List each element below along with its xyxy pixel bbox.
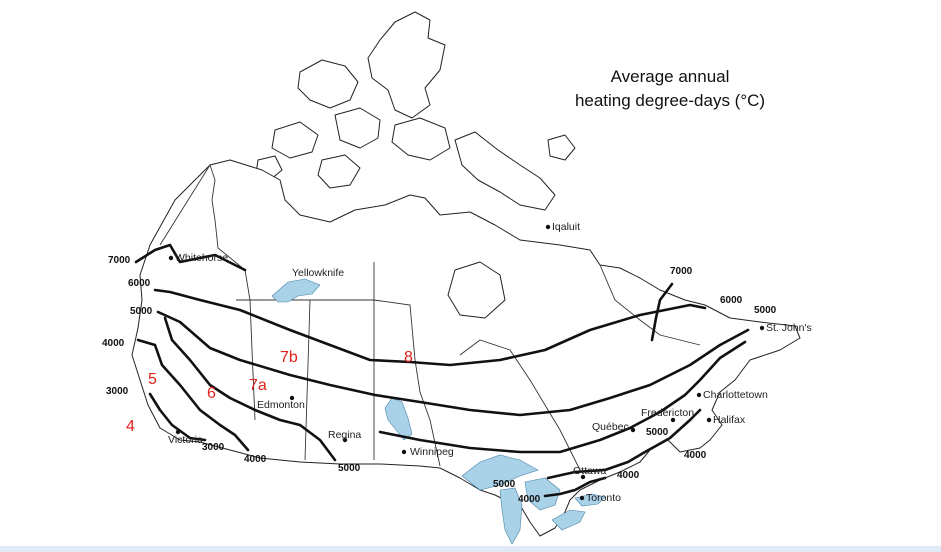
- isoline-label-4000-ottawa: 4000: [617, 470, 640, 481]
- isoline-label-3000-south: 3000: [202, 442, 225, 453]
- city-label-charlottetown: Charlottetown: [703, 389, 768, 401]
- isoline-7000-west: [134, 243, 247, 272]
- lake-erie: [551, 509, 586, 531]
- bottom-strip: [0, 546, 941, 552]
- isolines: [134, 243, 750, 498]
- isoline-label-4000-west: 4000: [102, 338, 125, 349]
- city-label-ottawa: Ottawa: [573, 465, 606, 477]
- isoline-label-7000-west: 7000: [108, 255, 131, 266]
- city-dot-whitehorse: [168, 255, 174, 261]
- city-label-st-johns: St. John's: [766, 322, 812, 334]
- isoline-4000-great-lakes: [543, 476, 607, 498]
- arctic-archipelago: [255, 11, 576, 211]
- city-label-winnipeg: Winnipeg: [410, 446, 454, 458]
- city-dot-st-johns: [759, 325, 765, 331]
- isoline-5000-south: [163, 316, 337, 462]
- water-bodies: [271, 278, 606, 545]
- isoline-4000-west: [136, 338, 250, 452]
- isoline-label-5000-west: 5000: [130, 306, 153, 317]
- isoline-label-5000-east: 5000: [754, 305, 777, 316]
- isoline-label-4000-south: 4000: [244, 454, 267, 465]
- city-dot-victoria: [175, 429, 181, 435]
- city-label-quebec: Québec: [592, 421, 629, 433]
- isoline-label-4000-southeast: 4000: [684, 450, 707, 461]
- isoline-label-4000-great-lakes: 4000: [518, 494, 541, 505]
- city-label-toronto: Toronto: [586, 492, 621, 504]
- zone-label-7a: 7a: [249, 377, 267, 394]
- city-dot-quebec: [630, 427, 636, 433]
- isoline-label-5000-south: 5000: [338, 463, 361, 474]
- zone-label-8: 8: [404, 349, 413, 366]
- city-dot-iqaluit: [545, 224, 551, 230]
- lake-michigan: [499, 487, 523, 545]
- great-slave-lake: [271, 278, 321, 303]
- city-label-regina: Regina: [328, 429, 361, 441]
- isoline-3000: [148, 392, 207, 442]
- isoline-7000-east: [650, 282, 674, 342]
- isoline-5000-east: [378, 340, 747, 454]
- city-label-iqaluit: Iqaluit: [552, 221, 580, 233]
- isoline-5000-band: [156, 310, 750, 417]
- isoline-labels: 7000 6000 5000 4000 3000 3000 4000 5000 …: [102, 255, 777, 505]
- city-dot-halifax: [706, 417, 712, 423]
- isoline-label-3000-west: 3000: [106, 386, 129, 397]
- city-dot-winnipeg: [401, 449, 407, 455]
- zone-label-6: 6: [207, 385, 216, 402]
- isoline-4000-east: [546, 408, 702, 480]
- city-dot-regina: [342, 437, 348, 443]
- mainland-canada: [131, 159, 801, 537]
- city-label-whitehorse: Whitehorse: [175, 252, 228, 264]
- isoline-label-5000-great-lakes: 5000: [493, 479, 516, 490]
- city-dot-ottawa: [580, 474, 586, 480]
- isoline-label-6000-east: 6000: [720, 295, 743, 306]
- city-dot-charlottetown: [696, 392, 702, 398]
- city-label-edmonton: Edmonton: [257, 399, 305, 411]
- map-title-line1: Average annual: [611, 67, 730, 86]
- map-title-line2: heating degree-days (°C): [575, 91, 765, 110]
- zone-label-7b: 7b: [280, 349, 298, 366]
- isoline-label-7000-east: 7000: [670, 266, 693, 277]
- lake-superior: [461, 454, 539, 491]
- city-label-victoria: Victoria: [168, 434, 203, 446]
- city-dot-edmonton: [289, 395, 295, 401]
- city-label-halifax: Halifax: [713, 414, 746, 426]
- zone-label-4: 4: [126, 418, 135, 435]
- city-dot-fredericton: [670, 417, 676, 423]
- isoline-label-5000-quebec: 5000: [646, 427, 669, 438]
- city-label-yellowknife: Yellowknife: [292, 267, 344, 279]
- isoline-label-6000-west: 6000: [128, 278, 151, 289]
- city-markers: Whitehorse Yellowknife Iqaluit Edmonton …: [168, 221, 812, 504]
- climate-zone-labels: 4 5 6 7a 7b 8: [126, 349, 413, 435]
- city-label-fredericton: Fredericton: [641, 407, 694, 419]
- lake-huron: [524, 477, 561, 511]
- city-dot-toronto: [579, 495, 585, 501]
- isoline-6000: [153, 288, 707, 367]
- zone-label-5: 5: [148, 371, 157, 388]
